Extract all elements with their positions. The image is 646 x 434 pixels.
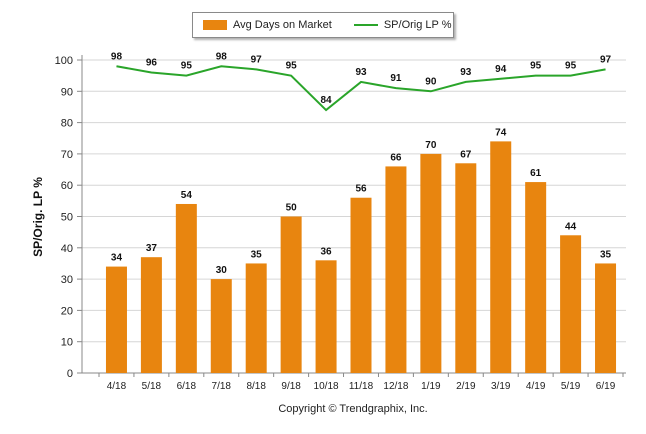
bar bbox=[210, 279, 232, 373]
x-tick-label: 6/18 bbox=[177, 381, 197, 392]
bar-data-label: 66 bbox=[390, 152, 402, 163]
x-tick-label: 2/19 bbox=[456, 381, 476, 392]
line-data-label: 95 bbox=[565, 61, 577, 72]
bar-data-label: 50 bbox=[286, 203, 298, 214]
series-line bbox=[116, 65, 606, 112]
bar bbox=[525, 182, 547, 373]
y-tick-label: 40 bbox=[61, 243, 73, 255]
bar-data-label: 44 bbox=[565, 221, 577, 232]
line-data-label: 95 bbox=[530, 61, 542, 72]
line-data-label: 84 bbox=[321, 95, 333, 106]
line-data-label: 93 bbox=[355, 67, 367, 78]
y-tick-label: 10 bbox=[61, 337, 73, 349]
line-data-label: 97 bbox=[600, 54, 612, 65]
bar bbox=[280, 216, 302, 373]
bar-data-label: 70 bbox=[425, 140, 437, 151]
bar-data-label: 30 bbox=[216, 265, 228, 276]
y-tick-label: 90 bbox=[61, 86, 73, 98]
bar bbox=[455, 163, 477, 373]
x-tick-label: 12/18 bbox=[383, 381, 408, 392]
x-tick-label: 5/19 bbox=[561, 381, 581, 392]
y-tick-label: 50 bbox=[61, 212, 73, 224]
bar-data-label: 61 bbox=[530, 168, 542, 179]
line-data-label: 93 bbox=[460, 67, 472, 78]
y-tick-label: 60 bbox=[61, 180, 73, 192]
legend-item-bar: Avg Days on Market bbox=[193, 19, 332, 31]
bar-data-label: 36 bbox=[321, 246, 333, 257]
bar bbox=[385, 166, 407, 373]
bar-data-label: 35 bbox=[600, 249, 612, 260]
x-tick-label: 9/18 bbox=[281, 381, 301, 392]
x-tick-label: 11/18 bbox=[349, 381, 374, 392]
legend: Avg Days on Market SP/Orig LP % bbox=[192, 12, 454, 38]
y-tick-label: 0 bbox=[67, 368, 73, 380]
x-tick-label: 7/18 bbox=[212, 381, 232, 392]
legend-swatch-bar bbox=[203, 20, 227, 30]
x-tick-label: 5/18 bbox=[142, 381, 162, 392]
bar bbox=[105, 266, 127, 373]
x-tick-label: 4/18 bbox=[107, 381, 127, 392]
bar bbox=[490, 141, 512, 373]
line-data-label: 91 bbox=[390, 73, 402, 84]
bar bbox=[140, 257, 162, 373]
y-tick-label: 30 bbox=[61, 274, 73, 286]
bar-data-label: 35 bbox=[251, 249, 263, 260]
y-tick-label: 80 bbox=[61, 118, 73, 130]
line-data-label: 96 bbox=[146, 58, 158, 69]
legend-item-line: SP/Orig LP % bbox=[332, 19, 452, 31]
x-tick-label: 4/19 bbox=[526, 381, 546, 392]
bar bbox=[420, 153, 442, 373]
line-data-label: 98 bbox=[111, 51, 123, 62]
y-tick-label: 100 bbox=[55, 55, 73, 67]
legend-label-line: SP/Orig LP % bbox=[383, 19, 452, 31]
bar-data-label: 54 bbox=[181, 190, 193, 201]
y-tick-label: 20 bbox=[61, 305, 73, 317]
x-tick-label: 6/19 bbox=[596, 381, 616, 392]
bar bbox=[560, 235, 582, 373]
line-data-label: 95 bbox=[286, 61, 298, 72]
bar bbox=[175, 203, 197, 373]
x-tick-label: 1/19 bbox=[421, 381, 441, 392]
legend-label-bar: Avg Days on Market bbox=[233, 19, 332, 31]
y-tick-label: 70 bbox=[61, 149, 73, 161]
bar-data-label: 34 bbox=[111, 253, 123, 264]
bar-data-label: 67 bbox=[460, 149, 472, 160]
copyright-footer: Copyright © Trendgraphix, Inc. bbox=[278, 403, 428, 415]
bar bbox=[350, 197, 372, 373]
line-data-label: 95 bbox=[181, 61, 193, 72]
bar-data-label: 56 bbox=[355, 184, 367, 195]
bar-data-label: 37 bbox=[146, 243, 158, 254]
x-tick-label: 10/18 bbox=[314, 381, 339, 392]
bar bbox=[595, 263, 617, 373]
legend-swatch-line bbox=[353, 24, 378, 26]
line-data-label: 90 bbox=[425, 76, 437, 87]
x-tick-label: 3/19 bbox=[491, 381, 511, 392]
line-data-label: 94 bbox=[495, 64, 507, 75]
bar bbox=[245, 263, 267, 373]
bar-data-label: 74 bbox=[495, 127, 507, 138]
line-data-label: 98 bbox=[216, 51, 228, 62]
line-data-label: 97 bbox=[251, 54, 263, 65]
x-tick-label: 8/18 bbox=[246, 381, 266, 392]
bar bbox=[315, 260, 337, 373]
